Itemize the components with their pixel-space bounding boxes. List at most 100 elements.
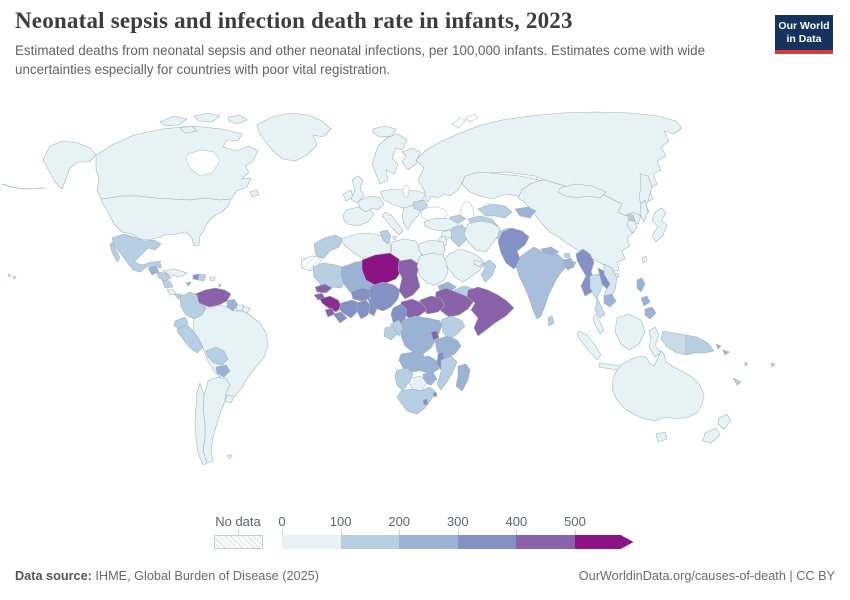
owid-logo[interactable]: Our World in Data [775,15,833,55]
country-venezuela[interactable] [194,287,232,308]
country-solomon-islands[interactable] [715,343,730,356]
country-tunisia[interactable] [379,229,392,245]
country-indonesia-sumatra[interactable] [576,330,602,361]
country-cote-divoire[interactable] [338,299,361,319]
country-bangladesh[interactable] [562,257,575,271]
country-kenya[interactable] [440,315,466,341]
country-bolivia[interactable] [205,346,229,366]
country-philippines[interactable] [636,277,657,320]
country-argentina[interactable] [202,376,231,464]
country-newfoundland[interactable] [249,189,260,198]
country-cuba[interactable] [162,268,188,278]
country-pakistan[interactable] [497,227,530,270]
country-italy[interactable] [381,211,404,241]
credit-link[interactable]: OurWorldinData.org/causes-of-death | CC … [578,569,835,583]
country-papua-new-guinea[interactable] [685,334,715,356]
country-south-africa[interactable] [396,386,436,415]
country-iran[interactable] [463,220,501,253]
country-uzbekistan[interactable] [477,203,513,219]
country-mozambique[interactable] [436,355,458,391]
country-gabon[interactable] [383,325,398,341]
legend-color-bar[interactable] [282,535,634,549]
country-honduras[interactable] [156,271,172,282]
country-alaska[interactable] [42,140,97,190]
country-vanuatu[interactable] [744,361,749,367]
country-fiji[interactable] [770,362,776,368]
country-south-korea[interactable] [626,219,638,234]
country-morocco[interactable] [313,234,344,259]
country-new-zealand-south[interactable] [702,427,721,444]
country-zambia[interactable] [414,355,440,375]
country-eswatini[interactable] [432,391,438,398]
country-usa[interactable] [100,195,232,247]
country-ghana[interactable] [356,299,371,320]
country-liberia[interactable] [332,311,348,324]
world-map[interactable] [0,104,850,516]
country-dominican-republic[interactable] [197,273,207,282]
arctic-island[interactable] [159,115,188,127]
country-namibia[interactable] [394,367,414,392]
country-nicaragua[interactable] [161,279,174,289]
country-canada[interactable] [95,125,259,201]
hawaii-islands[interactable] [7,273,17,280]
legend-bin-100-200[interactable] [340,535,400,549]
country-jamaica[interactable] [185,281,192,287]
country-indonesia-sulawesi[interactable] [648,326,662,358]
arctic-island[interactable] [227,114,248,125]
country-greenland[interactable] [256,112,332,162]
country-sudan[interactable] [416,252,449,286]
country-sri-lanka[interactable] [547,315,555,327]
country-norway-sweden[interactable] [371,133,408,185]
country-madagascar[interactable] [455,363,471,392]
country-malaysia[interactable] [592,313,605,335]
country-rwanda-burundi[interactable] [430,330,440,341]
no-data-swatch[interactable] [214,535,263,549]
tasmania[interactable] [655,431,668,443]
country-somalia[interactable] [466,286,515,337]
legend-bin-500+[interactable] [575,535,634,549]
country-uae[interactable] [473,259,483,268]
country-new-zealand-north[interactable] [717,413,732,430]
country-senegal[interactable] [314,283,333,294]
legend-bin-400-500[interactable] [516,535,575,549]
country-guyana[interactable] [226,298,239,312]
country-nigeria[interactable] [368,281,401,312]
country-lesotho[interactable] [422,398,429,406]
country-puerto-rico[interactable] [209,276,216,282]
country-australia[interactable] [611,350,705,422]
country-oman[interactable] [480,259,497,283]
country-mexico[interactable] [111,233,162,273]
country-nepal[interactable] [540,246,560,256]
country-peru[interactable] [176,324,204,354]
country-kyrgyzstan-tajikistan[interactable] [514,206,537,219]
country-belize[interactable] [157,263,162,269]
country-japan[interactable] [651,207,668,243]
country-guinea[interactable] [319,295,343,313]
country-brazil[interactable] [192,304,269,400]
country-chad[interactable] [397,258,421,300]
country-chile[interactable] [194,382,208,466]
country-niger[interactable] [361,252,403,286]
country-uganda[interactable] [430,319,444,331]
country-cambodia[interactable] [603,293,617,308]
country-paraguay[interactable] [215,364,231,378]
legend-bin-300-400[interactable] [457,535,517,549]
country-indonesia-borneo[interactable] [614,313,646,351]
country-new-caledonia[interactable] [732,377,742,386]
country-finland[interactable] [401,147,421,171]
country-romania[interactable] [413,199,429,212]
country-mongolia[interactable] [557,183,607,199]
country-uruguay[interactable] [224,394,235,404]
falkland-islands[interactable] [226,454,233,460]
country-saudi-arabia[interactable] [443,248,485,283]
country-iraq[interactable] [450,224,469,248]
country-bhutan[interactable] [563,252,571,259]
arctic-island[interactable] [179,125,198,134]
country-north-korea[interactable] [626,213,636,222]
country-taiwan[interactable] [641,255,648,264]
country-france[interactable] [357,195,385,213]
arctic-island[interactable] [193,112,221,123]
country-uk[interactable] [350,175,365,204]
legend-bin-0-100[interactable] [282,535,341,549]
baja-california[interactable] [109,241,121,263]
